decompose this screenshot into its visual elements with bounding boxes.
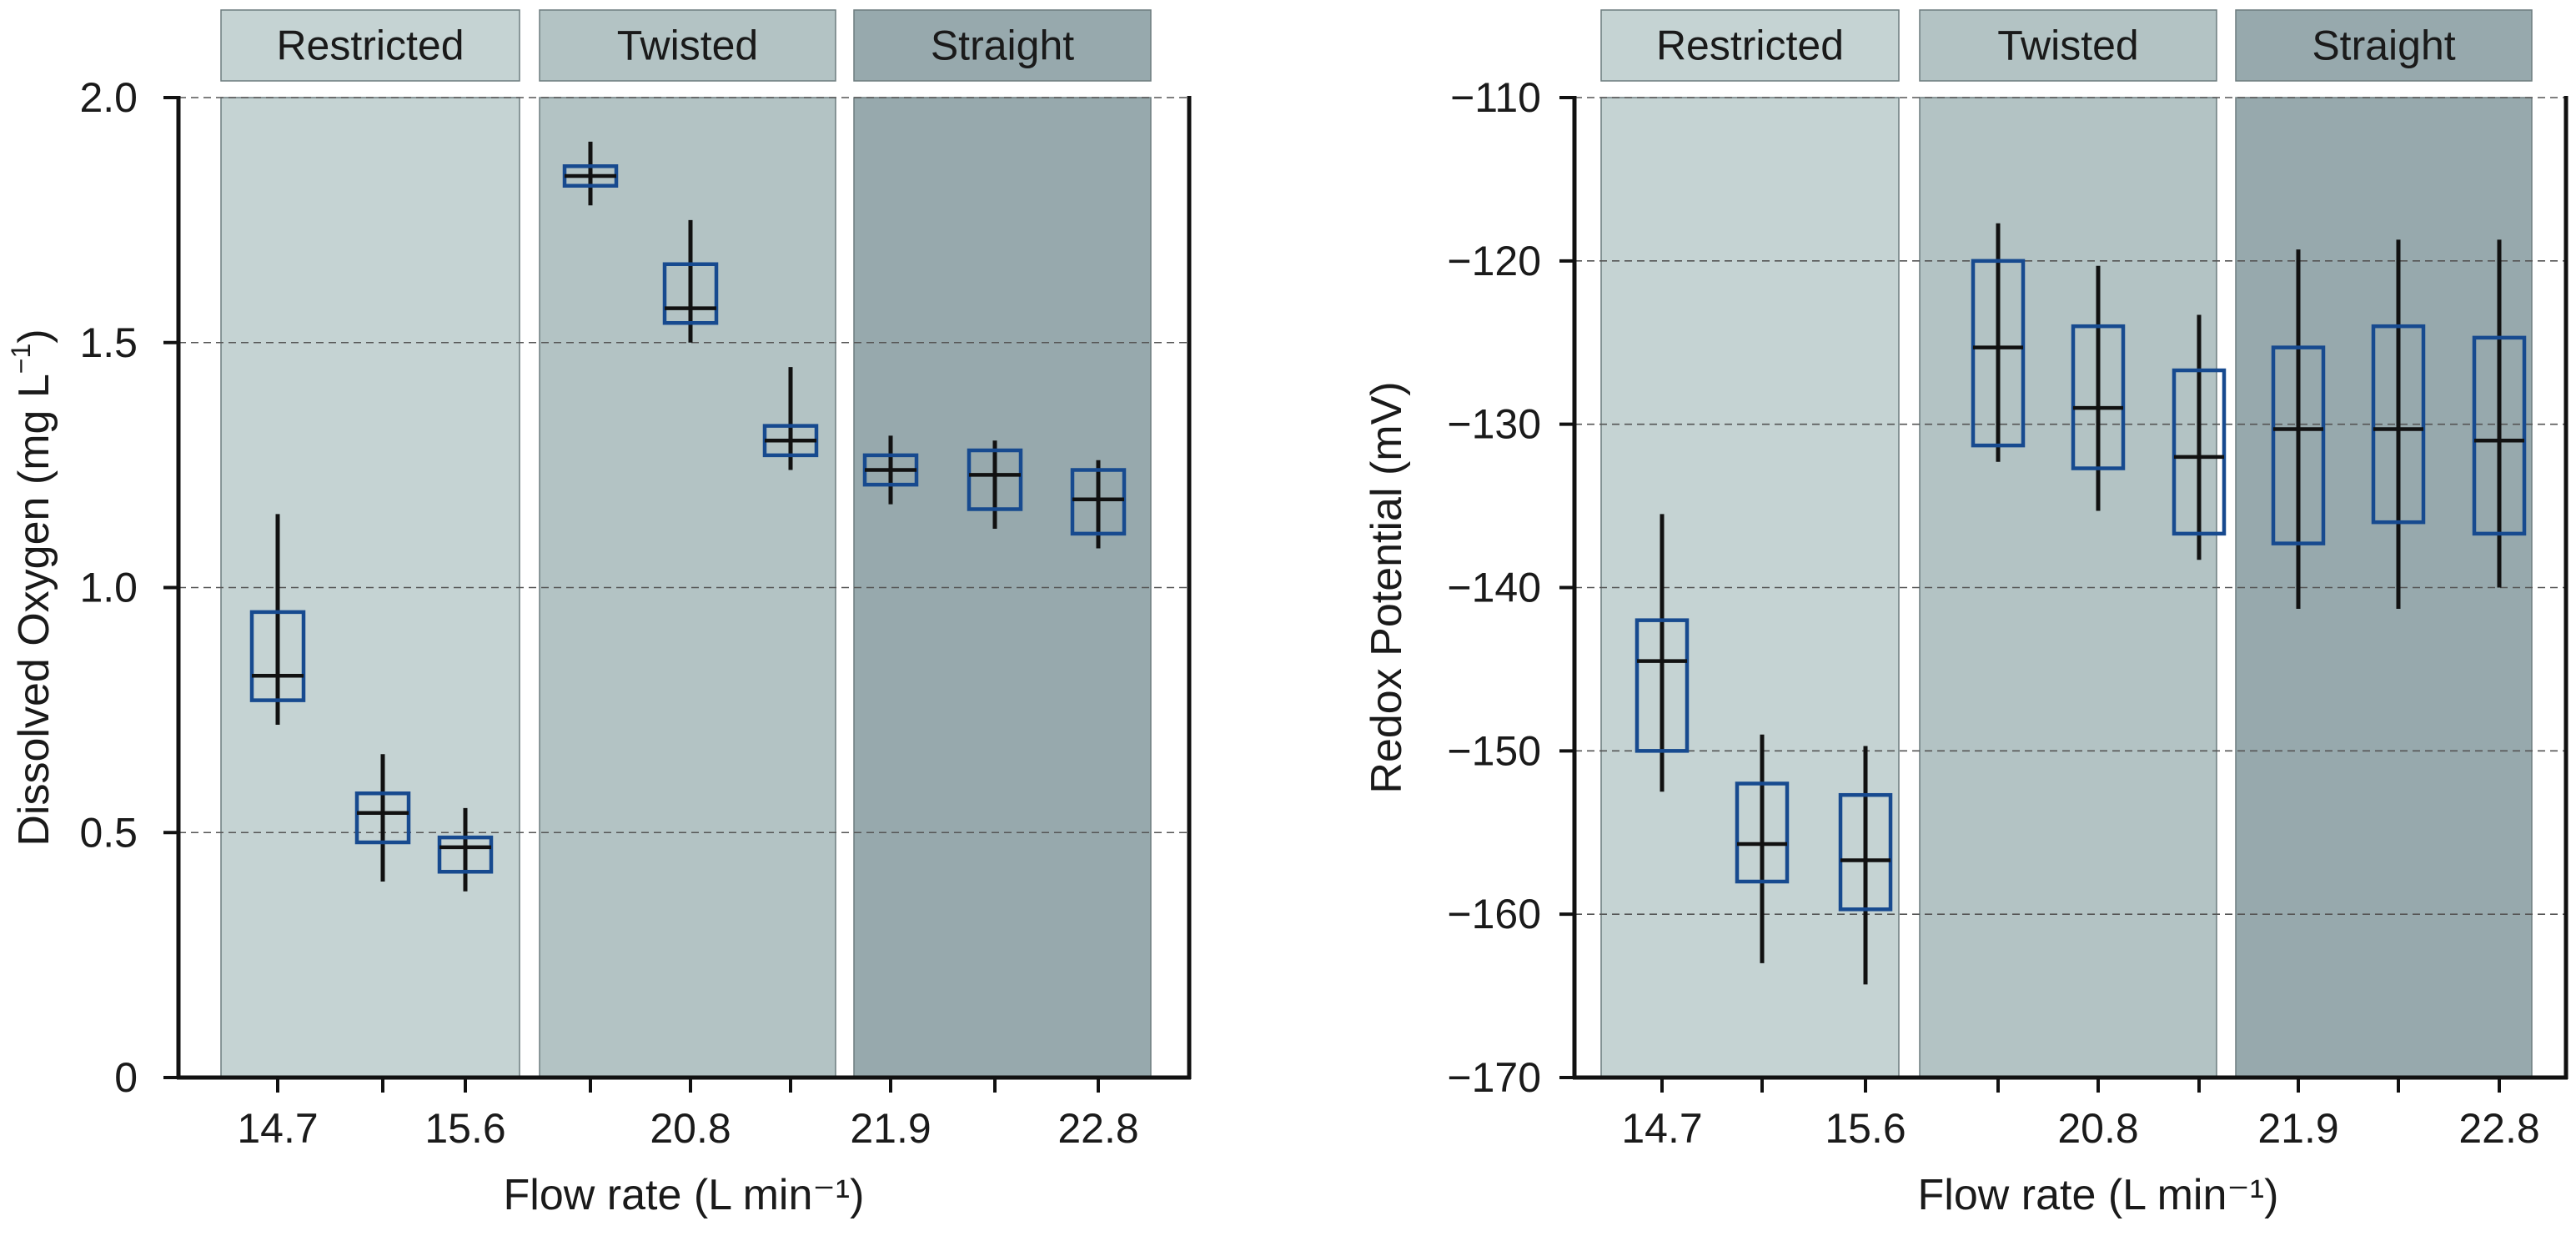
y-tick-label: 0 xyxy=(114,1054,138,1101)
y-tick-label: −140 xyxy=(1447,565,1541,611)
region-straight-label: Straight xyxy=(931,23,1074,69)
box-iqr xyxy=(437,835,494,874)
box-2 xyxy=(354,754,411,882)
x-axis-title: Flow rate (L min⁻¹) xyxy=(1918,1171,2279,1219)
x-axis-title: Flow rate (L min⁻¹) xyxy=(504,1171,865,1219)
box-iqr xyxy=(2271,345,2326,545)
box-1 xyxy=(249,514,306,725)
y-tick-label: 1.0 xyxy=(79,565,138,611)
box-8 xyxy=(2371,239,2426,609)
x-tick-label: 14.7 xyxy=(1621,1105,1702,1152)
x-tick-label: 20.8 xyxy=(2057,1105,2138,1152)
box-9 xyxy=(2472,239,2527,588)
box-3 xyxy=(437,807,494,892)
y-tick-label: −120 xyxy=(1447,238,1541,284)
region-straight-header xyxy=(2235,9,2533,82)
box-iqr xyxy=(967,448,1023,511)
y-tick-label: 0.5 xyxy=(79,809,138,856)
box-6 xyxy=(762,367,819,470)
dissolved-oxygen-panel: Restricted Twisted Straight 0 0.5 1.0 1.5 2.0 14… xyxy=(6,9,1192,1219)
box-iqr xyxy=(1838,792,1893,912)
box-5 xyxy=(662,219,719,343)
y-tick-label: −160 xyxy=(1447,891,1541,937)
region-twisted-label: Twisted xyxy=(1997,23,2139,69)
x-tick-label: 21.9 xyxy=(850,1105,931,1152)
box-iqr xyxy=(249,610,306,702)
x-tick-label: 21.9 xyxy=(2257,1105,2338,1152)
box-iqr xyxy=(1634,618,1690,753)
box-iqr xyxy=(2472,335,2527,536)
redox-potential-panel: Restricted Twisted Straight −170 −160 −150 −14… xyxy=(1363,9,2568,1219)
x-tick-label: 22.8 xyxy=(1057,1105,1138,1152)
box-4 xyxy=(562,141,619,206)
y-tick-label: −170 xyxy=(1447,1054,1541,1101)
y-tick-label: −110 xyxy=(1450,74,1541,121)
region-twisted-label: Twisted xyxy=(617,23,759,69)
box-7 xyxy=(862,435,919,505)
y-tick-label: 2.0 xyxy=(79,74,138,121)
x-tick-label: 20.8 xyxy=(650,1105,731,1152)
box-iqr xyxy=(1070,468,1127,536)
y-axis-title: Redox Potential (mV) xyxy=(1363,381,1411,793)
region-straight-header xyxy=(853,9,1152,82)
region-straight-band xyxy=(853,97,1152,1078)
region-twisted-header xyxy=(1919,9,2217,82)
box-iqr xyxy=(2172,368,2227,536)
box-4 xyxy=(1971,223,2026,462)
box-iqr xyxy=(662,262,719,325)
region-restricted-header xyxy=(1600,9,1900,82)
x-tick-label: 15.6 xyxy=(1825,1105,1906,1152)
region-restricted-label: Restricted xyxy=(1656,23,1844,69)
box-7 xyxy=(2271,249,2326,609)
y-tick-label: −130 xyxy=(1447,401,1541,448)
box-5 xyxy=(2071,265,2126,511)
box-9 xyxy=(1070,460,1127,549)
box-iqr xyxy=(2071,324,2126,470)
box-iqr xyxy=(2371,324,2426,525)
y-tick-label: −150 xyxy=(1447,727,1541,774)
box-iqr xyxy=(354,791,411,845)
box-2 xyxy=(1735,734,1790,963)
y-tick-label: 1.5 xyxy=(79,319,138,366)
x-tick-label: 14.7 xyxy=(237,1105,318,1152)
x-tick-label: 22.8 xyxy=(2458,1105,2539,1152)
region-twisted-header xyxy=(539,9,836,82)
box-1 xyxy=(1634,514,1690,792)
box-6 xyxy=(2172,314,2227,560)
region-restricted-header xyxy=(220,9,520,82)
region-straight-label: Straight xyxy=(2312,23,2455,69)
box-iqr xyxy=(1735,781,1790,884)
box-iqr xyxy=(1971,259,2026,448)
box-8 xyxy=(967,440,1023,529)
region-restricted-label: Restricted xyxy=(276,23,464,69)
box-3 xyxy=(1838,746,1893,985)
x-tick-label: 15.6 xyxy=(424,1105,505,1152)
y-axis-title: Dissolved Oxygen (mg L−1) xyxy=(6,329,58,846)
